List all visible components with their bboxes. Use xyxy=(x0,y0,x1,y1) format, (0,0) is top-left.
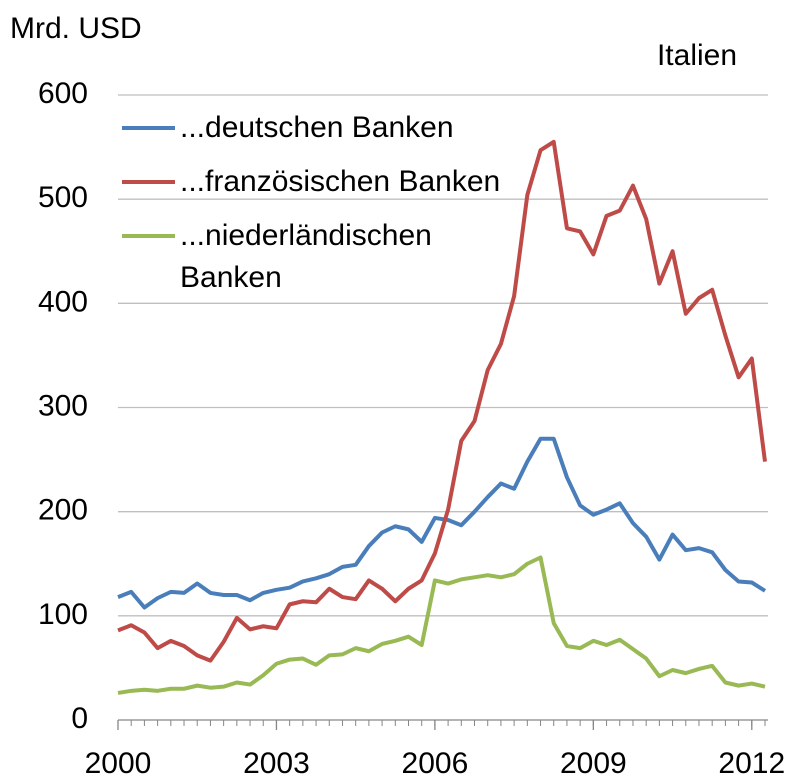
legend-label: ...niederländischen Banken xyxy=(180,219,432,294)
series-line xyxy=(117,139,767,663)
legend-entry: ...deutschen Banken xyxy=(120,107,510,149)
legend-swatch xyxy=(122,126,175,130)
chart-title: Italien xyxy=(657,39,737,72)
legend: ...deutschen Banken ...französischen Bank… xyxy=(120,107,510,311)
y-tick-label: 100 xyxy=(38,598,88,631)
legend-swatch xyxy=(122,234,175,238)
legend-swatch xyxy=(122,180,175,184)
y-tick-label: 200 xyxy=(38,494,88,527)
x-tick-label: 2012 xyxy=(718,747,785,780)
legend-entry: ...niederländischen Banken xyxy=(120,215,510,299)
legend-label: ...französischen Banken xyxy=(180,165,501,198)
y-axis-label: Mrd. USD xyxy=(10,12,142,45)
y-tick-label: 500 xyxy=(38,181,88,214)
y-tick-label: 600 xyxy=(38,77,88,110)
y-tick-label: 0 xyxy=(71,702,88,735)
x-tick-label: 2006 xyxy=(402,747,469,780)
legend-entry: ...französischen Banken xyxy=(120,161,510,203)
x-tick-label: 2000 xyxy=(85,747,152,780)
x-tick-label: 2003 xyxy=(243,747,310,780)
y-tick-label: 300 xyxy=(38,389,88,422)
y-tick-label: 400 xyxy=(38,285,88,318)
legend-label: ...deutschen Banken xyxy=(180,111,454,144)
series-line xyxy=(117,555,766,695)
x-tick-label: 2009 xyxy=(560,747,627,780)
series-line xyxy=(117,436,767,610)
